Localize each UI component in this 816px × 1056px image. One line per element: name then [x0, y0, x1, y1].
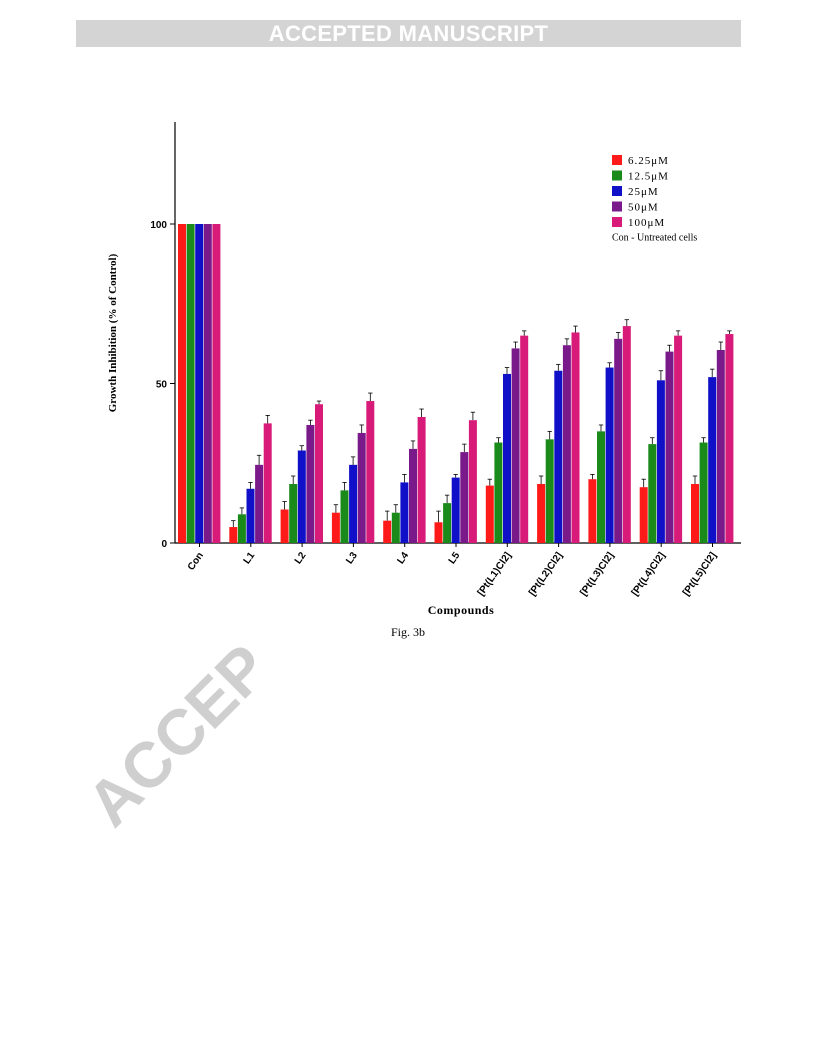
- bar: [494, 442, 503, 543]
- watermark-text: ACCEP: [92, 640, 282, 840]
- bar: [263, 423, 272, 543]
- bar: [716, 350, 725, 543]
- y-tick-label: 50: [156, 380, 168, 391]
- bar: [229, 527, 238, 543]
- bar: [460, 452, 469, 543]
- legend-label: 50μM: [628, 202, 659, 214]
- bar: [725, 334, 734, 543]
- bar: [178, 224, 186, 543]
- legend-swatch: [612, 217, 622, 227]
- bar: [648, 444, 657, 543]
- bar: [237, 514, 246, 543]
- x-tick-label: L5: [447, 550, 463, 566]
- legend-label: 100μM: [628, 217, 665, 229]
- bar: [383, 520, 392, 543]
- bar: [614, 338, 623, 543]
- bar: [417, 416, 426, 543]
- legend-label: 25μM: [628, 186, 659, 198]
- x-tick-label: L4: [395, 550, 411, 566]
- bar: [511, 348, 520, 543]
- watermark: ACCEP: [92, 640, 282, 840]
- bar: [639, 487, 648, 543]
- bar: [255, 464, 264, 543]
- bar: [186, 224, 195, 543]
- accepted-manuscript-banner: ACCEPTED MANUSCRIPT: [76, 20, 741, 47]
- bar: [203, 224, 212, 543]
- bar: [349, 464, 358, 543]
- bar: [315, 404, 323, 543]
- bar: [434, 522, 443, 543]
- y-tick-label: 100: [150, 220, 167, 231]
- x-tick-label: [Pt(L2)Cl2]: [527, 550, 565, 598]
- bar: [571, 332, 580, 543]
- figure-caption: Fig. 3b: [390, 625, 425, 639]
- x-tick-label: [Pt(L3)Cl2]: [578, 550, 616, 598]
- bar: [699, 442, 708, 543]
- bar: [468, 420, 477, 543]
- legend-swatch: [612, 186, 622, 196]
- bar: [340, 490, 349, 543]
- bar: [503, 373, 511, 543]
- bar: [212, 224, 221, 543]
- bar: [674, 335, 683, 543]
- legend-note: Con - Untreated cells: [612, 233, 697, 244]
- legend-swatch: [612, 201, 622, 212]
- bar: [665, 351, 674, 543]
- bar: [400, 482, 409, 543]
- bar: [451, 477, 460, 543]
- bar: [520, 335, 529, 543]
- legend-swatch: [612, 170, 622, 181]
- legend-label: 6.25μM: [628, 155, 669, 167]
- bar: [562, 345, 571, 543]
- bar: [605, 367, 614, 543]
- bar: [357, 432, 366, 543]
- bar: [545, 439, 554, 543]
- x-tick-label: Con: [186, 550, 206, 572]
- bar: [195, 224, 204, 543]
- x-tick-label: L3: [344, 550, 360, 566]
- y-axis-label: Growth Inhibition (% of Control): [107, 253, 119, 412]
- bar: [246, 488, 255, 543]
- x-tick-label: [Pt(L4)Cl2]: [630, 550, 668, 598]
- bar: [409, 448, 417, 543]
- bar-chart: 0 50 100 Growth Inhibition (% of Control) Co…: [107, 122, 741, 617]
- bar: [297, 450, 306, 543]
- bar: [597, 431, 605, 543]
- bar: [537, 483, 546, 543]
- bar: [280, 509, 289, 543]
- bar: [306, 424, 315, 543]
- bar: [708, 377, 717, 543]
- bar: [366, 401, 375, 543]
- bar: [331, 512, 340, 543]
- bar: [443, 503, 452, 543]
- bar: [622, 326, 631, 543]
- x-tick-label: [Pt(L1)Cl2]: [476, 550, 514, 598]
- bar: [588, 479, 597, 543]
- bar: [554, 370, 563, 543]
- bar: [391, 512, 400, 543]
- x-tick-label: L1: [242, 550, 258, 566]
- bar: [656, 380, 665, 543]
- bar: [691, 483, 699, 543]
- bar: [485, 485, 494, 543]
- x-tick-label: L2: [293, 550, 309, 566]
- bar: [289, 483, 298, 543]
- y-tick-label: 0: [161, 539, 167, 550]
- legend-swatch: [612, 155, 622, 165]
- x-tick-label: [Pt(L5)Cl2]: [681, 550, 719, 598]
- x-axis-label: Compounds: [428, 603, 495, 617]
- legend-label: 12.5μM: [628, 171, 669, 183]
